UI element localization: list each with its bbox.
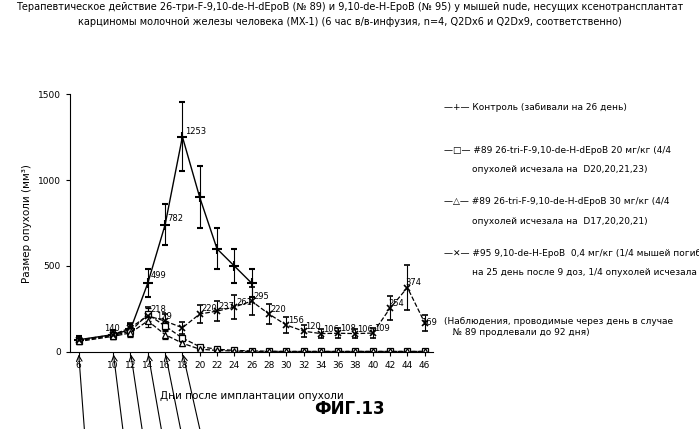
Text: 179: 179	[157, 312, 173, 321]
Text: —+— Контроль (забивали на 26 день): —+— Контроль (забивали на 26 день)	[444, 103, 627, 112]
Text: Терапевтическое действие 26-три-F-9,10-de-H-dEpoB (№ 89) и 9,10-de-H-EpoB (№ 95): Терапевтическое действие 26-три-F-9,10-d…	[16, 2, 683, 12]
X-axis label: Дни после имплантации опухоли: Дни после имплантации опухоли	[160, 391, 343, 401]
Text: 261: 261	[236, 298, 252, 307]
Text: опухолей исчезала на  D17,20,20,21): опухолей исчезала на D17,20,20,21)	[472, 217, 647, 226]
Text: —✕— #95 9,10-de-H-EpoB  0,4 мг/кг (1/4 мышей погибала: —✕— #95 9,10-de-H-EpoB 0,4 мг/кг (1/4 мы…	[444, 249, 699, 258]
Text: опухолей исчезала на  D20,20,21,23): опухолей исчезала на D20,20,21,23)	[472, 165, 647, 174]
Text: 106: 106	[357, 324, 373, 333]
Text: на 25 день после 9 доз, 1/4 опухолей исчезала на 34 день): на 25 день после 9 доз, 1/4 опухолей исч…	[472, 268, 699, 277]
Text: 169: 169	[421, 318, 437, 327]
Text: карциномы молочной железы человека (MX-1) (6 час в/в-инфузия, n=4, Q2Dx6 и Q2Dx9: карциномы молочной железы человека (MX-1…	[78, 17, 621, 27]
Text: 1253: 1253	[185, 127, 206, 136]
Text: 254: 254	[389, 299, 404, 308]
Text: (Наблюдения, проводимые через день в случае
   № 89 продлевали до 92 дня): (Наблюдения, проводимые через день в слу…	[444, 317, 673, 337]
Text: 782: 782	[168, 214, 184, 224]
Text: 374: 374	[405, 278, 421, 287]
Text: 220: 220	[271, 305, 287, 314]
Text: 220: 220	[201, 305, 217, 314]
Text: 106: 106	[323, 324, 338, 333]
Text: 237: 237	[219, 302, 235, 311]
Text: 140: 140	[105, 324, 120, 333]
Text: 499: 499	[150, 271, 166, 280]
Y-axis label: Размер опухоли (мм³): Размер опухоли (мм³)	[22, 163, 32, 283]
Text: 218: 218	[150, 305, 166, 314]
Text: 108: 108	[340, 324, 356, 333]
Text: 156: 156	[288, 316, 304, 325]
Text: 295: 295	[253, 292, 269, 301]
Text: —□— #89 26-tri-F-9,10-de-H-dEpoB 20 мг/кг (4/4: —□— #89 26-tri-F-9,10-de-H-dEpoB 20 мг/к…	[444, 146, 671, 155]
Text: 120: 120	[305, 322, 321, 331]
Text: —△— #89 26-tri-F-9,10-de-H-dEpoB 30 мг/кг (4/4: —△— #89 26-tri-F-9,10-de-H-dEpoB 30 мг/к…	[444, 197, 670, 206]
Text: ФИГ.13: ФИГ.13	[314, 400, 385, 418]
Text: 109: 109	[375, 324, 390, 333]
